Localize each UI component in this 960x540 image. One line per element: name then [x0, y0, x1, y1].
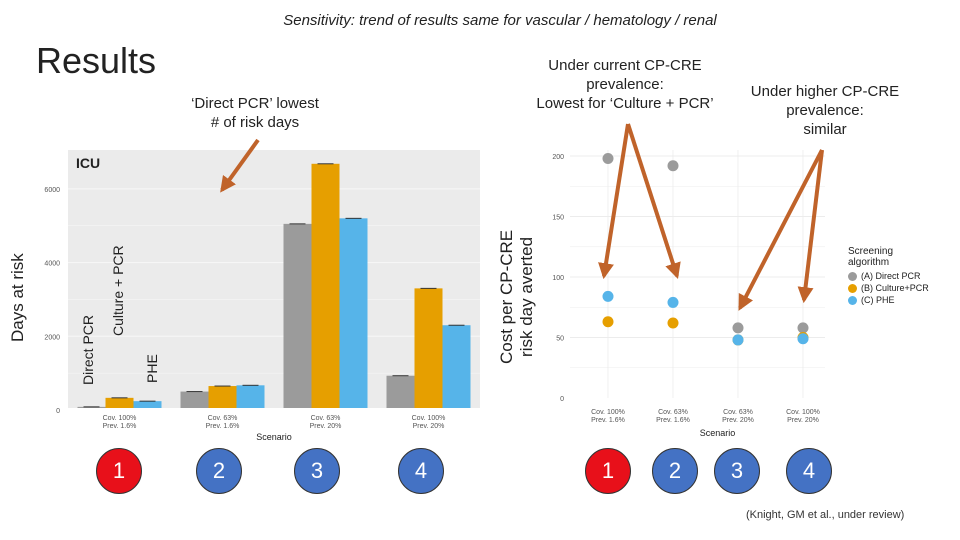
x-tick-label: Prev. 1.6% [103, 423, 137, 430]
scenario-badge-left: 2 [196, 448, 242, 494]
x-tick-label: Cov. 100% [103, 415, 137, 422]
panel-label: ICU [76, 155, 100, 171]
legend-swatch [848, 295, 857, 305]
scenario-badge-left: 4 [398, 448, 444, 494]
scenario-badge-right: 3 [714, 448, 760, 494]
bar-direct-pcr [386, 375, 415, 408]
callout-arrow [220, 138, 260, 193]
bar-phe [442, 325, 471, 408]
legend-title: Screening algorithm [848, 246, 894, 268]
point-direct-pcr [732, 322, 744, 334]
x-tick-label: Cov. 63% [311, 415, 341, 422]
y-tick-label: 50 [556, 336, 564, 343]
y-tick-label: 2000 [44, 334, 60, 341]
scatter-legend: Screening algorithm (A) Direct PCR (B) Cul… [848, 246, 948, 307]
bar-direct-pcr [283, 223, 312, 408]
bar-culture-pcr [105, 397, 134, 408]
point-culture-pcr [602, 316, 614, 328]
bar-direct-pcr [77, 406, 106, 408]
scenario-badge-right: 2 [652, 448, 698, 494]
scenario-badge-right: 4 [786, 448, 832, 494]
y-tick-label: 100 [552, 275, 564, 282]
x-tick-label: Prev. 20% [310, 423, 342, 430]
callout-higher-prevalence: Under higher CP-CRE prevalence: similar [750, 83, 900, 138]
x-axis-label: Scenario [256, 432, 292, 442]
bar-phe [339, 218, 368, 408]
callout-arrow [797, 149, 824, 304]
bar-culture-pcr [311, 163, 340, 408]
x-tick-label: Prev. 20% [413, 423, 445, 430]
y-tick-label: 0 [560, 396, 564, 403]
x-tick-label: Prev. 1.6% [206, 423, 240, 430]
legend-item: (C) PHE [848, 295, 948, 305]
bar-culture-pcr [208, 386, 237, 408]
citation: (Knight, GM et al., under review) [746, 509, 905, 521]
callout-direct-pcr: ‘Direct PCR’ lowest # of risk days [191, 95, 319, 131]
plot-background [68, 150, 480, 408]
x-tick-label: Cov. 63% [658, 409, 688, 416]
y-tick-label: 0 [56, 408, 60, 415]
bar-phe [236, 385, 265, 408]
slide-title: Results [36, 40, 157, 81]
point-direct-pcr [797, 322, 809, 334]
x-tick-label: Cov. 63% [723, 409, 753, 416]
x-axis-label: Scenario [700, 428, 736, 438]
y-tick-label: 4000 [44, 261, 60, 268]
point-direct-pcr [602, 152, 614, 164]
x-tick-label: Cov. 63% [208, 415, 238, 422]
legend-label: (C) PHE [861, 295, 895, 305]
callout-current-prevalence: Under current CP-CRE prevalence: Lowest fo… [536, 57, 714, 112]
scenario-badge-left: 1 [96, 448, 142, 494]
x-tick-label: Prev. 1.6% [656, 417, 690, 424]
bar-direct-pcr [180, 391, 209, 408]
x-tick-label: Cov. 100% [591, 409, 625, 416]
point-culture-pcr [667, 317, 679, 329]
legend-swatch [848, 283, 857, 293]
scenario-badge-right: 1 [585, 448, 631, 494]
x-tick-label: Prev. 20% [722, 417, 754, 424]
x-tick-label: Cov. 100% [412, 415, 446, 422]
bar-culture-pcr [414, 288, 443, 408]
point-direct-pcr [667, 160, 679, 172]
point-phe [797, 333, 809, 345]
point-phe [732, 334, 744, 346]
callout-arrow [598, 123, 630, 280]
scenario-badge-left: 3 [294, 448, 340, 494]
x-tick-label: Prev. 1.6% [591, 417, 625, 424]
y-tick-label: 150 [552, 215, 564, 222]
y-tick-label: 6000 [44, 187, 60, 194]
point-phe [602, 290, 614, 302]
legend-label: (B) Culture+PCR [861, 283, 929, 293]
y-tick-label: 200 [552, 154, 564, 161]
point-phe [667, 296, 679, 308]
x-tick-label: Prev. 20% [787, 417, 819, 424]
legend-item: (B) Culture+PCR [848, 283, 948, 293]
x-tick-label: Cov. 100% [786, 409, 820, 416]
legend-swatch [848, 271, 857, 281]
legend-item: (A) Direct PCR [848, 271, 948, 281]
bar-phe [133, 401, 162, 408]
callout-arrow [626, 123, 681, 280]
legend-label: (A) Direct PCR [861, 271, 921, 281]
callout-arrow [738, 149, 824, 311]
slide-subtitle: Sensitivity: trend of results same for v… [283, 12, 717, 29]
